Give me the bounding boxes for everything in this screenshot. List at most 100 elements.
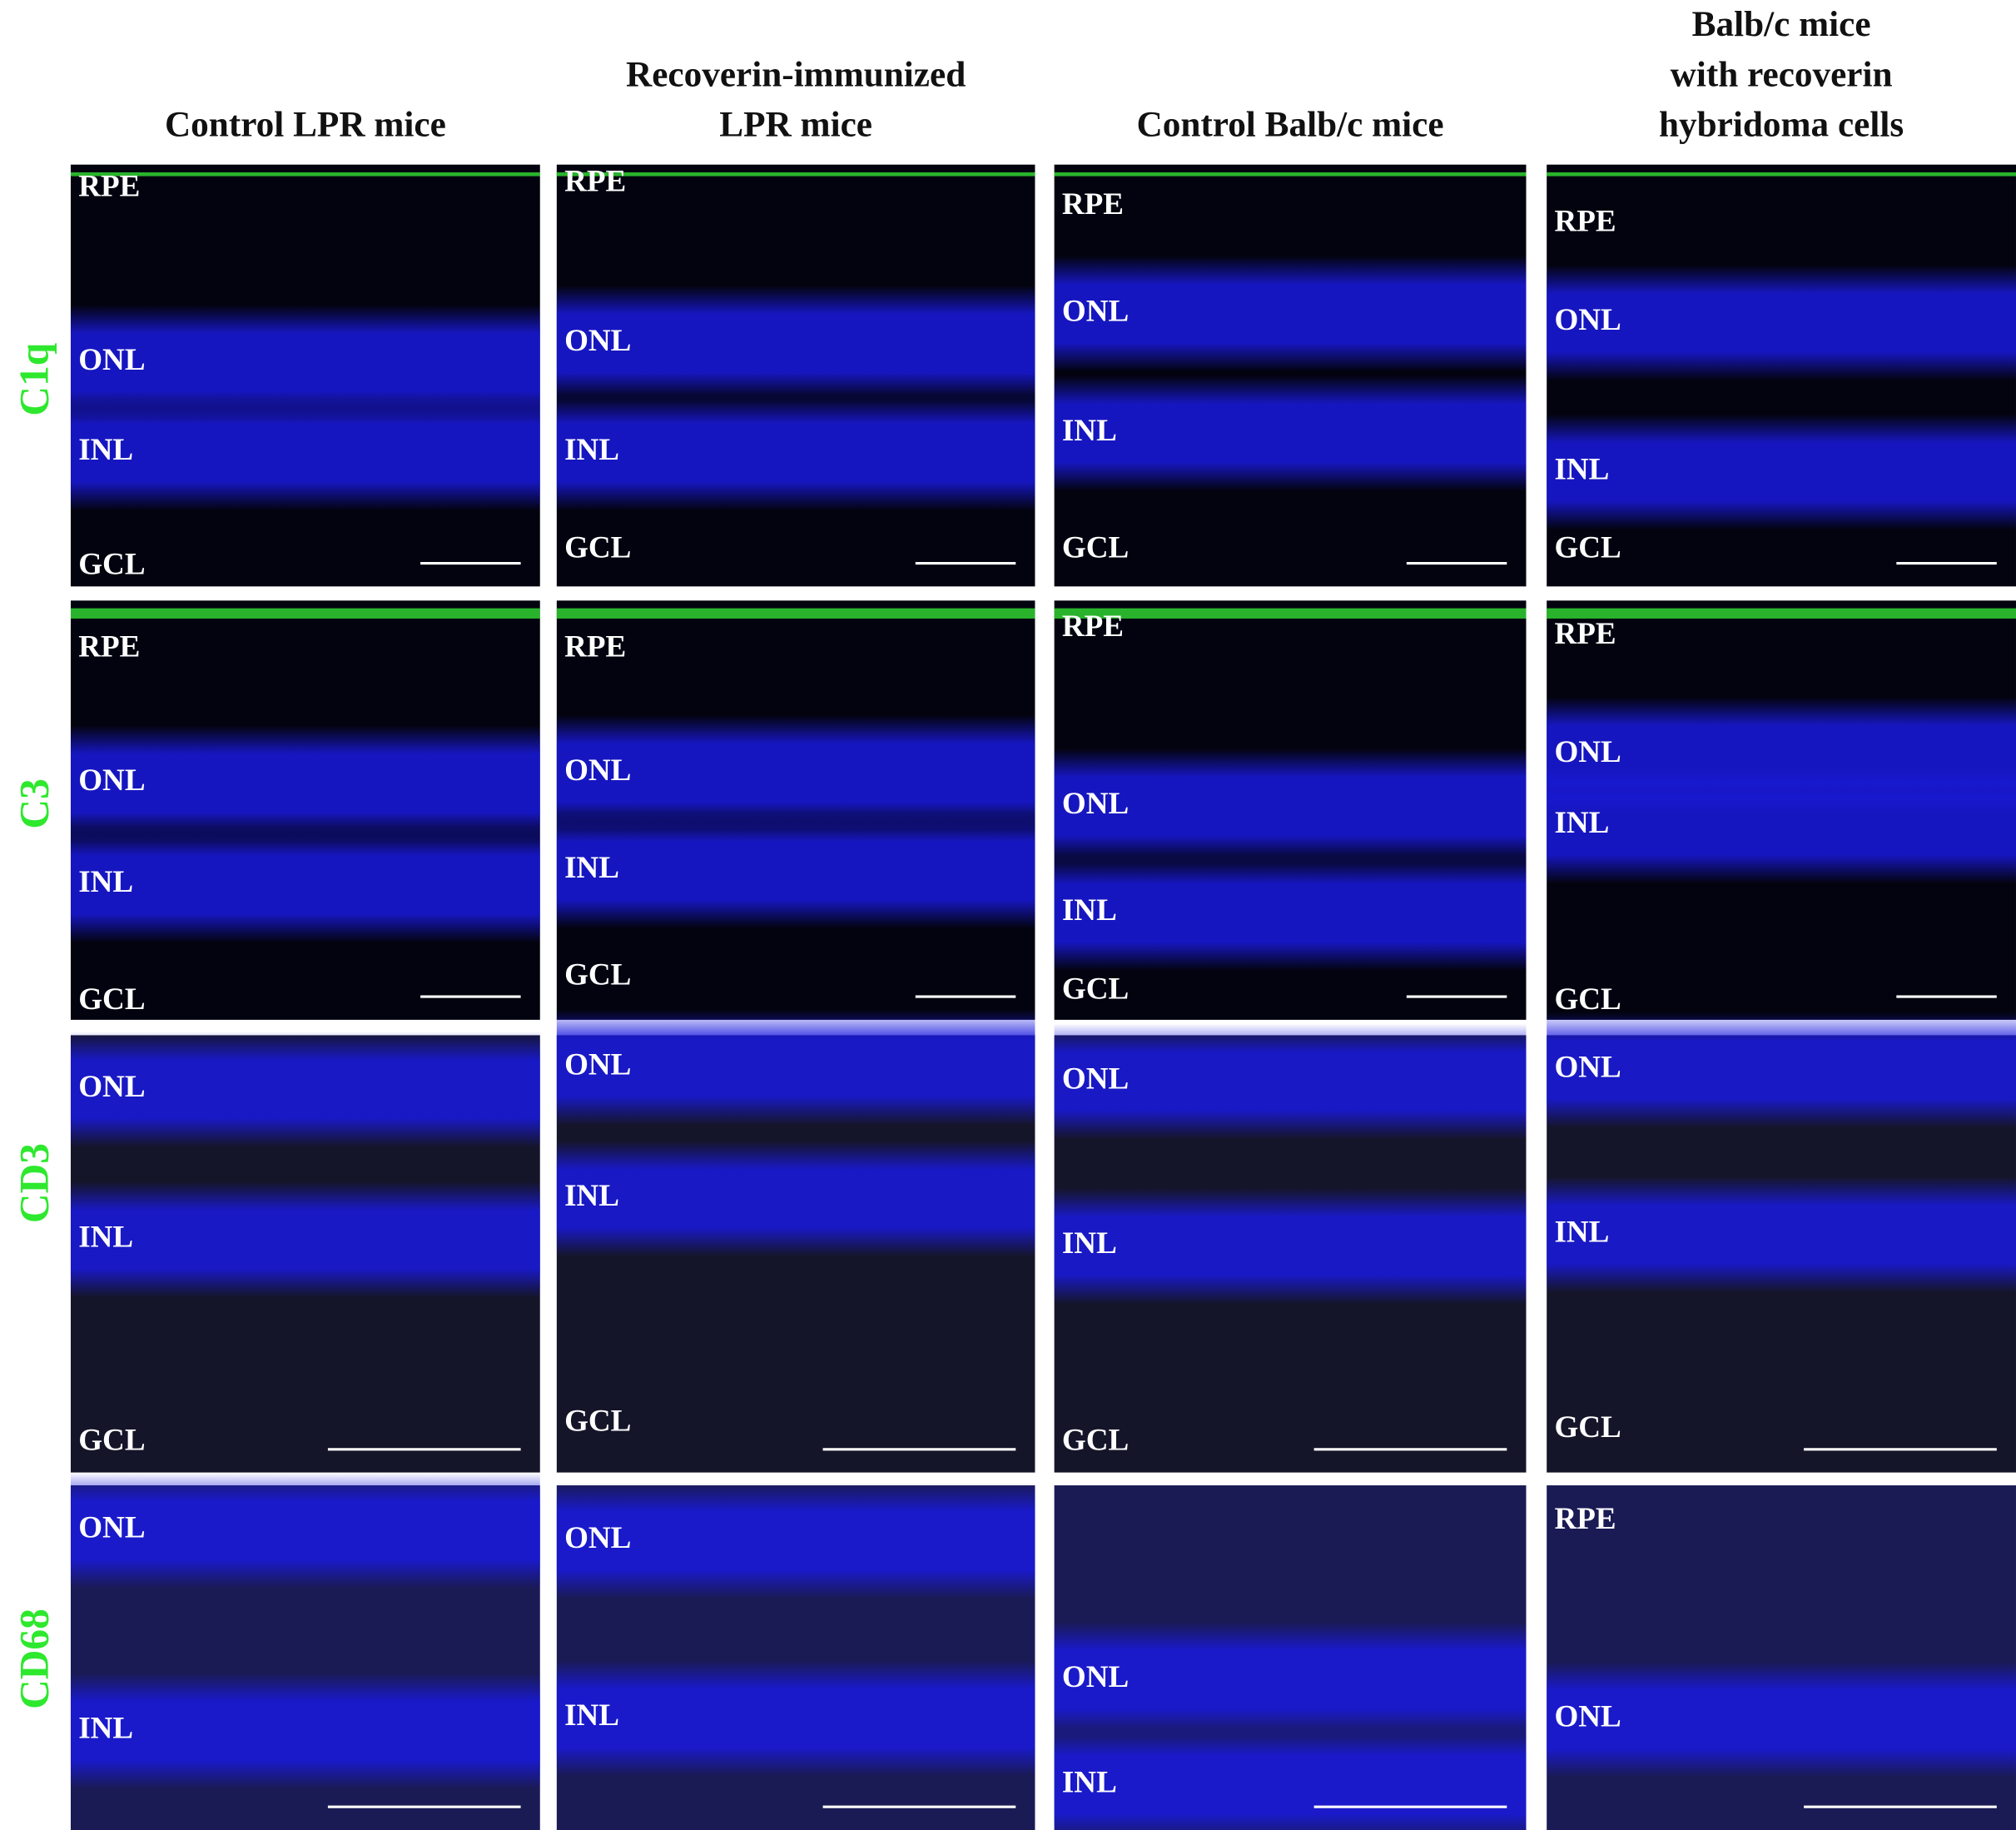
nuclear-layer	[1054, 1621, 1527, 1738]
column-header: Control Balb/c mice	[1137, 105, 1444, 145]
nuclear-layer	[70, 1472, 540, 1589]
micrograph-panel: RPE ONL INL GCL	[70, 164, 540, 587]
micrograph-panel: ONL INL	[1054, 1485, 1527, 1830]
row-label: C1q	[12, 342, 57, 415]
layer-label: ONL	[564, 1048, 631, 1082]
layer-label: ONL	[1062, 1062, 1129, 1097]
micrograph-panel: ONL INL GCL	[70, 1031, 540, 1473]
nuclear-layer	[556, 1482, 1035, 1599]
layer-label: GCL	[1062, 972, 1129, 1006]
layer-label: GCL	[1554, 531, 1621, 565]
rpe-signal	[70, 608, 540, 619]
layer-label: INL	[78, 865, 133, 899]
layer-label: ONL	[564, 753, 631, 788]
layer-label: ONL	[1062, 787, 1129, 821]
micrograph-panel: RPE ONL	[1547, 1485, 2016, 1830]
nuclear-layer	[70, 1673, 540, 1789]
layer-label: INL	[1062, 1765, 1117, 1799]
micrograph-panel: RPE ONL INL GCL	[70, 600, 540, 1020]
layer-label: ONL	[1554, 1051, 1621, 1085]
micrograph-panel: ONL INL GCL	[1547, 1012, 2016, 1473]
layer-label: GCL	[78, 982, 145, 1017]
rpe-signal	[1547, 608, 2016, 619]
layer-label: INL	[1062, 893, 1117, 927]
layer-label: INL	[1554, 806, 1609, 840]
nuclear-layer	[70, 395, 540, 511]
layer-label: GCL	[78, 548, 145, 582]
micrograph-panel: RPE ONL INL GCL	[556, 600, 1035, 1020]
layer-label: ONL	[1062, 294, 1129, 328]
nuclear-layer	[1054, 1727, 1527, 1830]
micrograph-panel: RPE ONL INL GCL	[1054, 164, 1527, 587]
nuclear-layer	[556, 1141, 1035, 1257]
layer-label: ONL	[564, 1521, 631, 1555]
layer-label: RPE	[564, 164, 626, 198]
nuclear-layer	[1547, 1176, 2016, 1293]
layer-label: GCL	[1062, 531, 1129, 565]
rpe-signal	[70, 172, 540, 177]
nuclear-layer	[1547, 265, 2016, 381]
layer-label: ONL	[1554, 1700, 1621, 1734]
layer-label: INL	[78, 433, 133, 467]
layer-label: ONL	[78, 1511, 145, 1545]
nuclear-layer	[1547, 768, 2016, 884]
nuclear-layer	[1054, 1188, 1527, 1305]
layer-label: INL	[564, 1179, 619, 1213]
layer-label: ONL	[1554, 735, 1621, 769]
layer-label: ONL	[1062, 1660, 1129, 1694]
nuclear-layer	[1054, 748, 1527, 864]
layer-label: RPE	[564, 630, 626, 664]
layer-label: RPE	[78, 630, 140, 664]
nuclear-layer	[70, 725, 540, 842]
layer-label: RPE	[1554, 204, 1616, 238]
layer-label: INL	[78, 1712, 133, 1746]
layer-label: INL	[1062, 414, 1117, 448]
nuclear-layer	[1054, 1023, 1527, 1140]
row-label: CD68	[12, 1609, 57, 1709]
layer-label: ONL	[1554, 303, 1621, 337]
column-header: hybridoma cells	[1659, 105, 1904, 145]
nuclear-layer	[556, 395, 1035, 511]
micrograph-panel: ONL INL	[556, 1482, 1035, 1830]
layer-label: INL	[564, 851, 619, 885]
nuclear-layer	[1547, 414, 2016, 530]
layer-label: RPE	[1554, 1502, 1616, 1536]
layer-label: ONL	[78, 1070, 145, 1104]
rpe-signal	[556, 608, 1035, 619]
panel-background	[1547, 1485, 2016, 1830]
micrograph-panel: RPE ONL INL GCL	[1547, 600, 2016, 1020]
row-label: CD3	[12, 1143, 57, 1223]
column-header: Control LPR mice	[165, 105, 446, 145]
nuclear-layer	[70, 827, 540, 943]
nuclear-layer	[556, 285, 1035, 401]
nuclear-layer	[1547, 1661, 2016, 1778]
micrograph-panel: RPE ONL INL GCL	[1547, 164, 2016, 587]
layer-label: INL	[1554, 1215, 1609, 1249]
nuclear-layer	[1547, 1012, 2016, 1128]
layer-label: RPE	[1062, 187, 1124, 221]
layer-label: INL	[1554, 452, 1609, 486]
column-header: Recoverin-immunized	[626, 54, 966, 94]
row-label: C3	[12, 778, 57, 828]
micrograph-panel: RPE ONL INL GCL	[1054, 600, 1527, 1020]
layer-label: GCL	[564, 531, 631, 565]
column-header: with recoverin	[1671, 54, 1893, 94]
layer-label: GCL	[78, 1424, 145, 1458]
nuclear-layer	[556, 1660, 1035, 1777]
layer-label: RPE	[1554, 617, 1616, 651]
layer-label: GCL	[564, 957, 631, 992]
nuclear-layer	[556, 1009, 1035, 1126]
layer-label: GCL	[1554, 982, 1621, 1017]
micrograph-panel: ONL INL GCL	[556, 1009, 1035, 1473]
column-header: Balb/c mice	[1692, 4, 1871, 44]
layer-label: ONL	[78, 763, 145, 798]
rpe-signal	[1054, 608, 1527, 619]
layer-label: INL	[564, 1698, 619, 1733]
nuclear-layer	[556, 714, 1035, 831]
rpe-signal	[556, 172, 1035, 177]
layer-label: RPE	[1062, 609, 1124, 644]
micrograph-panel: ONL INL	[70, 1472, 540, 1830]
nuclear-layer	[70, 1181, 540, 1298]
layer-label: GCL	[1554, 1410, 1621, 1445]
